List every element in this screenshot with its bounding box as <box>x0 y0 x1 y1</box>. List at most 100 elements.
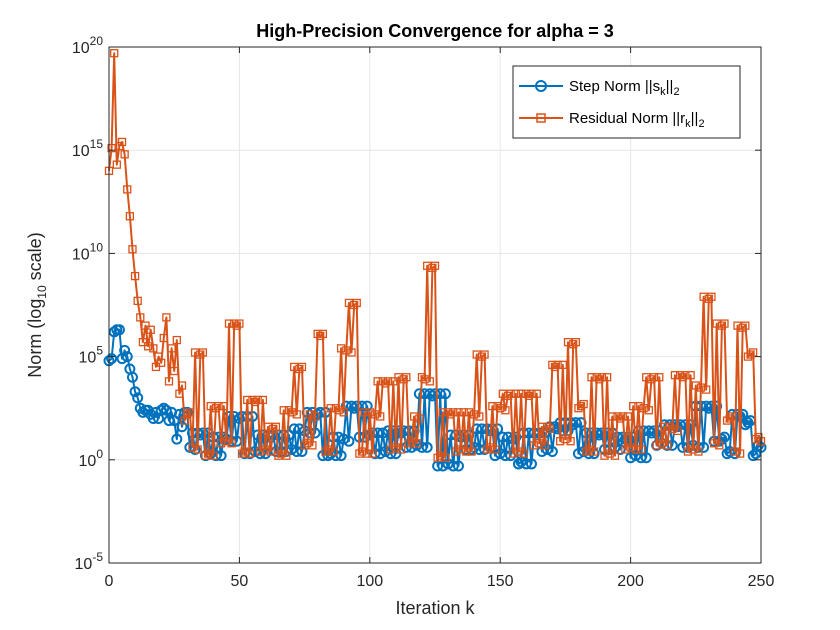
data-point <box>709 439 719 448</box>
data-point <box>589 447 599 456</box>
data-point <box>657 439 667 448</box>
data-point <box>546 446 558 458</box>
data-point <box>107 143 116 153</box>
data-point <box>313 329 322 339</box>
data-point <box>146 325 155 334</box>
data-point <box>112 160 121 169</box>
y-tick-label: 10-5 <box>75 550 104 573</box>
y-tick-label: 1010 <box>72 240 103 263</box>
data-point <box>377 427 389 439</box>
data-point <box>429 388 441 400</box>
data-point <box>326 404 335 413</box>
data-point <box>321 447 330 456</box>
data-point <box>396 445 406 454</box>
data-point <box>433 453 442 462</box>
data-point <box>652 441 661 450</box>
data-point <box>640 452 652 464</box>
data-point <box>391 443 401 452</box>
data-point <box>686 371 695 380</box>
data-point <box>133 296 142 306</box>
data-point <box>271 422 281 431</box>
legend-residual-sub2: 2 <box>698 118 704 130</box>
data-point <box>584 445 594 454</box>
data-point <box>443 408 453 417</box>
data-point <box>203 449 213 458</box>
data-point <box>623 412 633 421</box>
data-point <box>702 385 711 394</box>
data-point <box>741 321 750 330</box>
data-point <box>532 389 541 398</box>
data-point <box>175 389 184 398</box>
data-point <box>608 412 617 421</box>
data-point <box>665 422 674 431</box>
data-point <box>120 150 129 159</box>
series-line <box>108 52 762 459</box>
data-point <box>219 401 228 411</box>
data-point <box>412 439 421 448</box>
data-point <box>472 350 481 359</box>
data-point <box>509 449 518 458</box>
data-point <box>300 441 309 450</box>
data-point <box>214 401 223 411</box>
data-point <box>258 395 268 405</box>
data-point <box>338 433 350 445</box>
data-point <box>417 373 427 382</box>
data-point <box>483 445 492 454</box>
data-point <box>456 445 466 454</box>
data-point <box>159 333 168 343</box>
data-point <box>245 449 254 458</box>
data-point <box>582 447 591 456</box>
data-point <box>355 449 364 458</box>
data-point <box>394 373 403 382</box>
data-point <box>248 395 257 405</box>
data-point <box>578 446 590 458</box>
data-point <box>738 323 747 332</box>
data-point <box>477 352 487 361</box>
data-point <box>252 429 264 441</box>
data-point <box>183 410 192 419</box>
data-point <box>660 422 669 431</box>
data-point <box>689 445 698 454</box>
data-point <box>356 400 368 412</box>
data-point <box>274 451 283 460</box>
data-point <box>196 350 205 359</box>
data-point <box>629 401 638 411</box>
data-point <box>535 439 544 448</box>
data-point <box>147 413 159 425</box>
data-point <box>691 381 700 390</box>
data-point <box>343 435 355 447</box>
data-point <box>563 338 573 347</box>
data-point <box>498 389 507 398</box>
data-point <box>699 292 708 301</box>
data-point <box>605 449 614 458</box>
legend-label-residual-norm: Residual Norm ||rk||2 <box>569 110 705 130</box>
data-point <box>553 360 562 370</box>
data-point <box>626 443 635 452</box>
data-point <box>488 401 497 411</box>
data-point <box>189 443 201 455</box>
data-point <box>123 185 132 194</box>
legend-residual-sub: k <box>685 118 691 130</box>
data-point <box>350 300 359 310</box>
data-point <box>600 451 609 460</box>
data-point <box>177 381 187 390</box>
data-point <box>108 326 120 338</box>
y-tick-label: 105 <box>79 344 104 367</box>
data-point <box>644 406 654 415</box>
data-point <box>376 412 385 421</box>
data-point <box>683 447 693 456</box>
data-point <box>216 439 226 448</box>
legend: Step Norm ||sk||2 Residual Norm ||rk||2 <box>512 65 741 139</box>
data-point <box>363 449 372 458</box>
data-point <box>157 358 166 367</box>
data-point <box>430 261 440 270</box>
data-point <box>303 439 312 448</box>
data-point <box>190 348 200 357</box>
data-point <box>524 391 534 400</box>
legend-marker-residual-norm <box>536 113 546 123</box>
data-point <box>438 408 447 417</box>
data-point <box>407 437 416 446</box>
data-point <box>700 400 712 412</box>
data-point <box>323 445 333 454</box>
data-point <box>126 371 138 383</box>
